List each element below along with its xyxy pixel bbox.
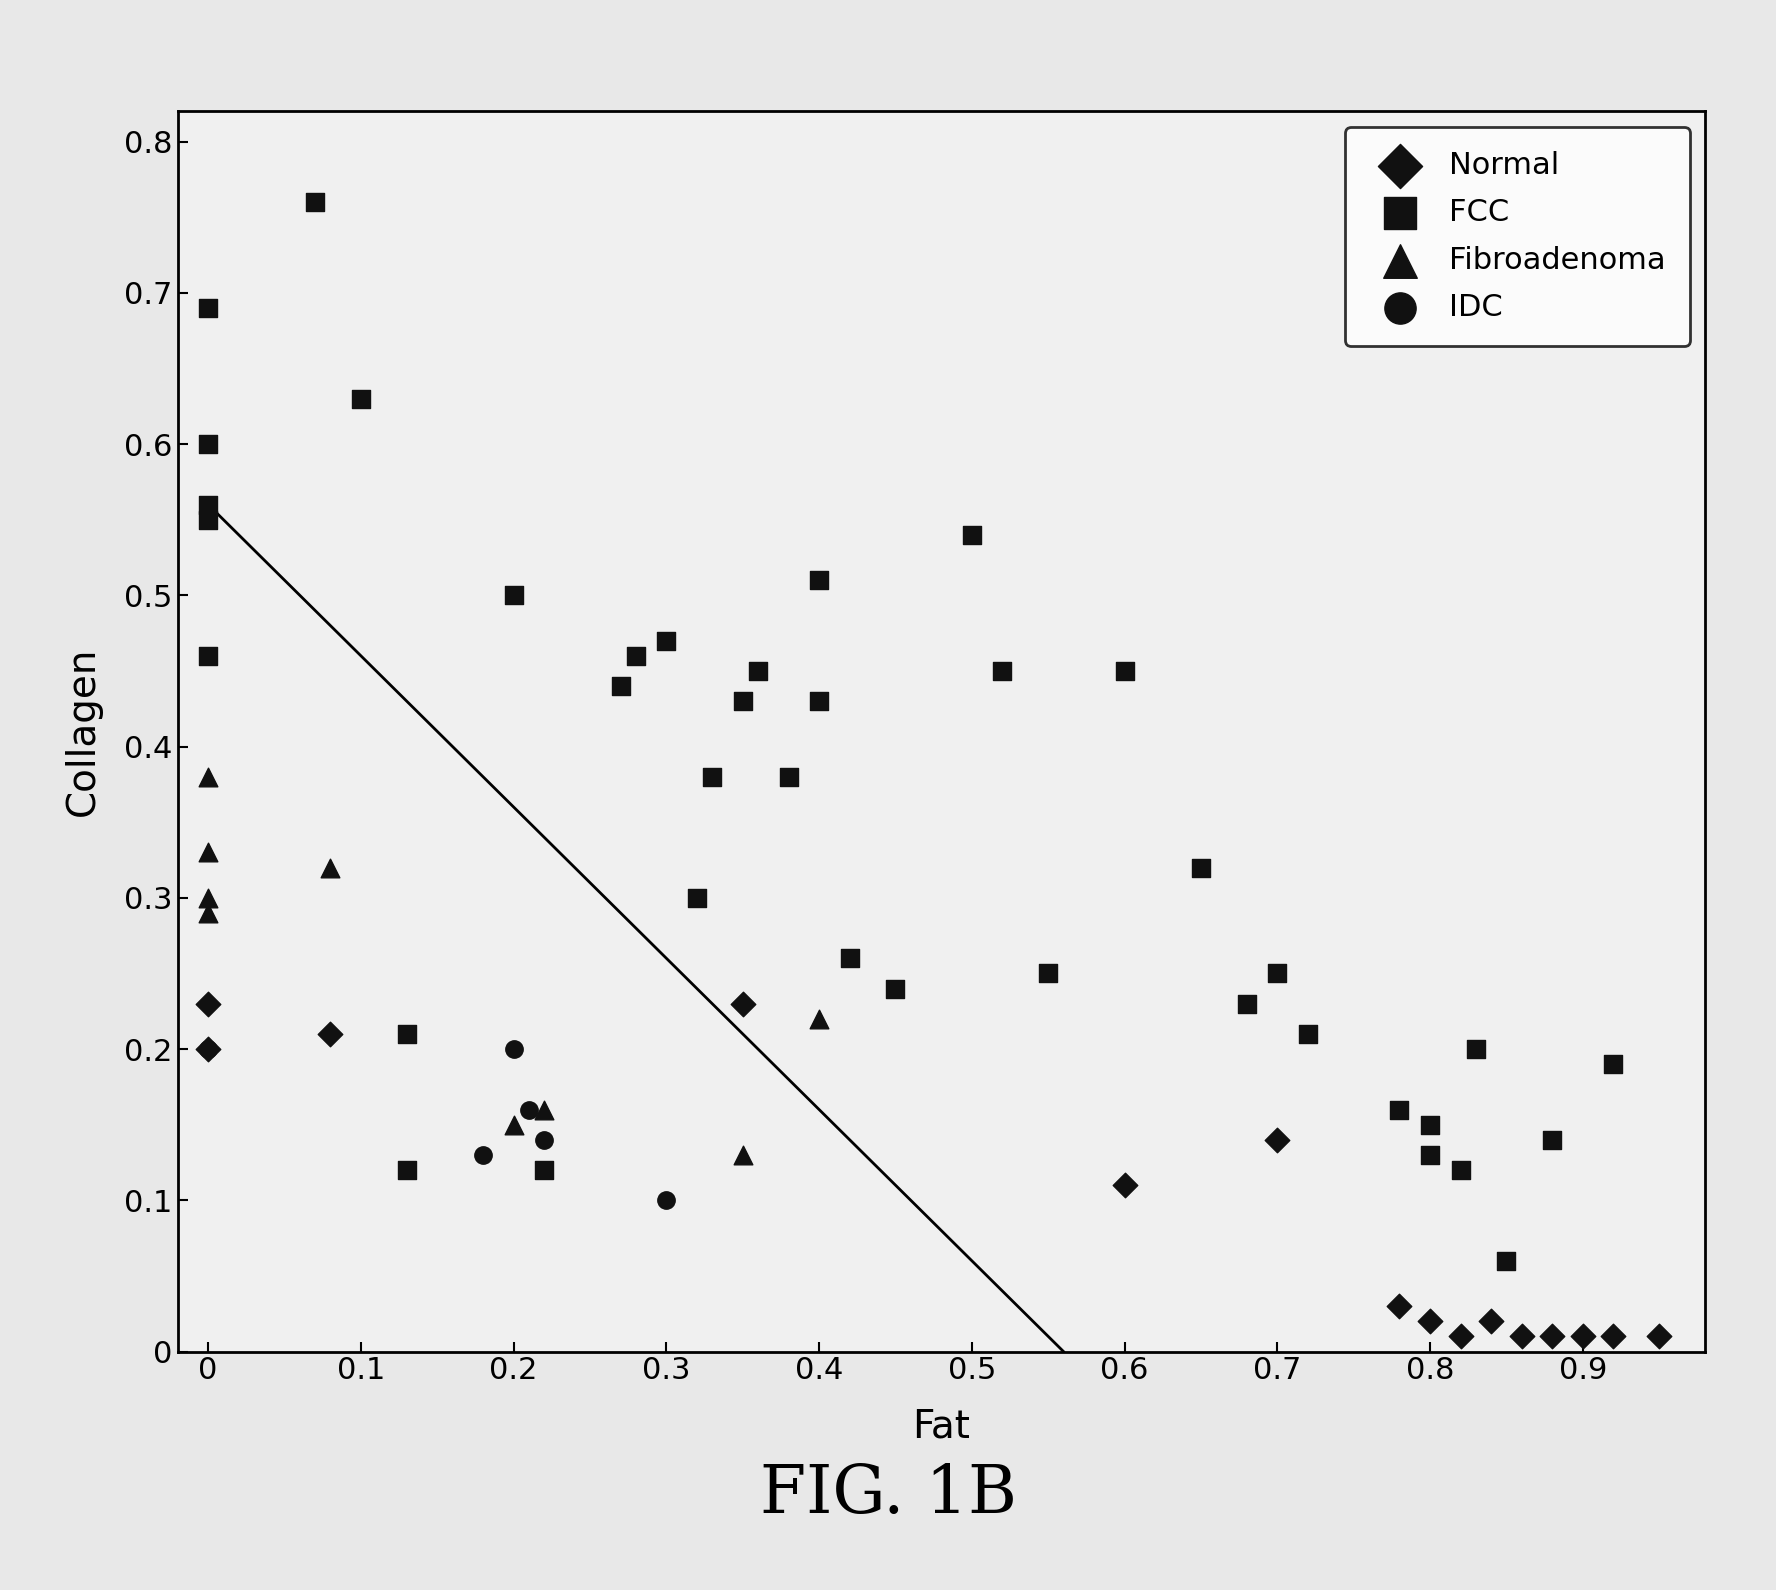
Normal [1645, 1323, 1673, 1348]
Fibroadenoma [316, 855, 345, 881]
Fibroadenoma [529, 1097, 558, 1123]
Normal [1385, 1293, 1414, 1318]
Normal [1415, 1309, 1444, 1334]
Fibroadenoma [194, 765, 222, 790]
Text: FIG. 1B: FIG. 1B [760, 1461, 1016, 1528]
Fibroadenoma [194, 886, 222, 911]
FCC [606, 673, 634, 698]
FCC [682, 886, 710, 911]
FCC [987, 658, 1016, 684]
FCC [744, 658, 773, 684]
FCC [805, 688, 833, 714]
FCC [194, 296, 222, 321]
FCC [1034, 960, 1062, 986]
FCC [835, 946, 863, 971]
FCC [1385, 1097, 1414, 1123]
FCC [1186, 855, 1215, 881]
X-axis label: Fat: Fat [913, 1407, 970, 1445]
Fibroadenoma [728, 1142, 757, 1167]
Normal [1598, 1323, 1627, 1348]
Normal [1568, 1323, 1597, 1348]
Y-axis label: Collagen: Collagen [64, 647, 101, 816]
IDC [529, 1127, 558, 1153]
Normal [316, 1021, 345, 1046]
FCC [622, 642, 650, 668]
FCC [1446, 1158, 1474, 1183]
Normal [1508, 1323, 1536, 1348]
FCC [300, 189, 329, 215]
Fibroadenoma [194, 900, 222, 925]
Fibroadenoma [805, 1006, 833, 1032]
FCC [652, 628, 680, 653]
FCC [1538, 1127, 1566, 1153]
FCC [698, 765, 726, 790]
FCC [1492, 1248, 1520, 1274]
FCC [1233, 991, 1261, 1016]
FCC [499, 582, 527, 607]
FCC [1263, 960, 1291, 986]
Normal [1478, 1309, 1506, 1334]
FCC [957, 522, 986, 547]
FCC [774, 765, 803, 790]
Normal [1446, 1323, 1474, 1348]
Legend: Normal, FCC, Fibroadenoma, IDC: Normal, FCC, Fibroadenoma, IDC [1344, 127, 1689, 347]
FCC [881, 976, 909, 1002]
FCC [1415, 1142, 1444, 1167]
IDC [652, 1188, 680, 1213]
FCC [392, 1158, 421, 1183]
Fibroadenoma [499, 1111, 527, 1137]
FCC [392, 1021, 421, 1046]
Normal [1110, 1172, 1138, 1197]
FCC [529, 1158, 558, 1183]
FCC [194, 642, 222, 668]
FCC [346, 386, 375, 412]
FCC [1293, 1021, 1321, 1046]
Normal [194, 991, 222, 1016]
FCC [728, 688, 757, 714]
IDC [499, 1037, 527, 1062]
IDC [515, 1097, 543, 1123]
FCC [1598, 1051, 1627, 1076]
Normal [728, 991, 757, 1016]
IDC [194, 1037, 222, 1062]
Normal [1263, 1127, 1291, 1153]
FCC [1415, 1111, 1444, 1137]
Normal [1538, 1323, 1566, 1348]
FCC [1462, 1037, 1490, 1062]
FCC [1110, 658, 1138, 684]
FCC [805, 568, 833, 593]
FCC [194, 431, 222, 456]
FCC [194, 491, 222, 517]
Normal [194, 1037, 222, 1062]
Fibroadenoma [194, 840, 222, 865]
IDC [469, 1142, 497, 1167]
FCC [194, 507, 222, 533]
